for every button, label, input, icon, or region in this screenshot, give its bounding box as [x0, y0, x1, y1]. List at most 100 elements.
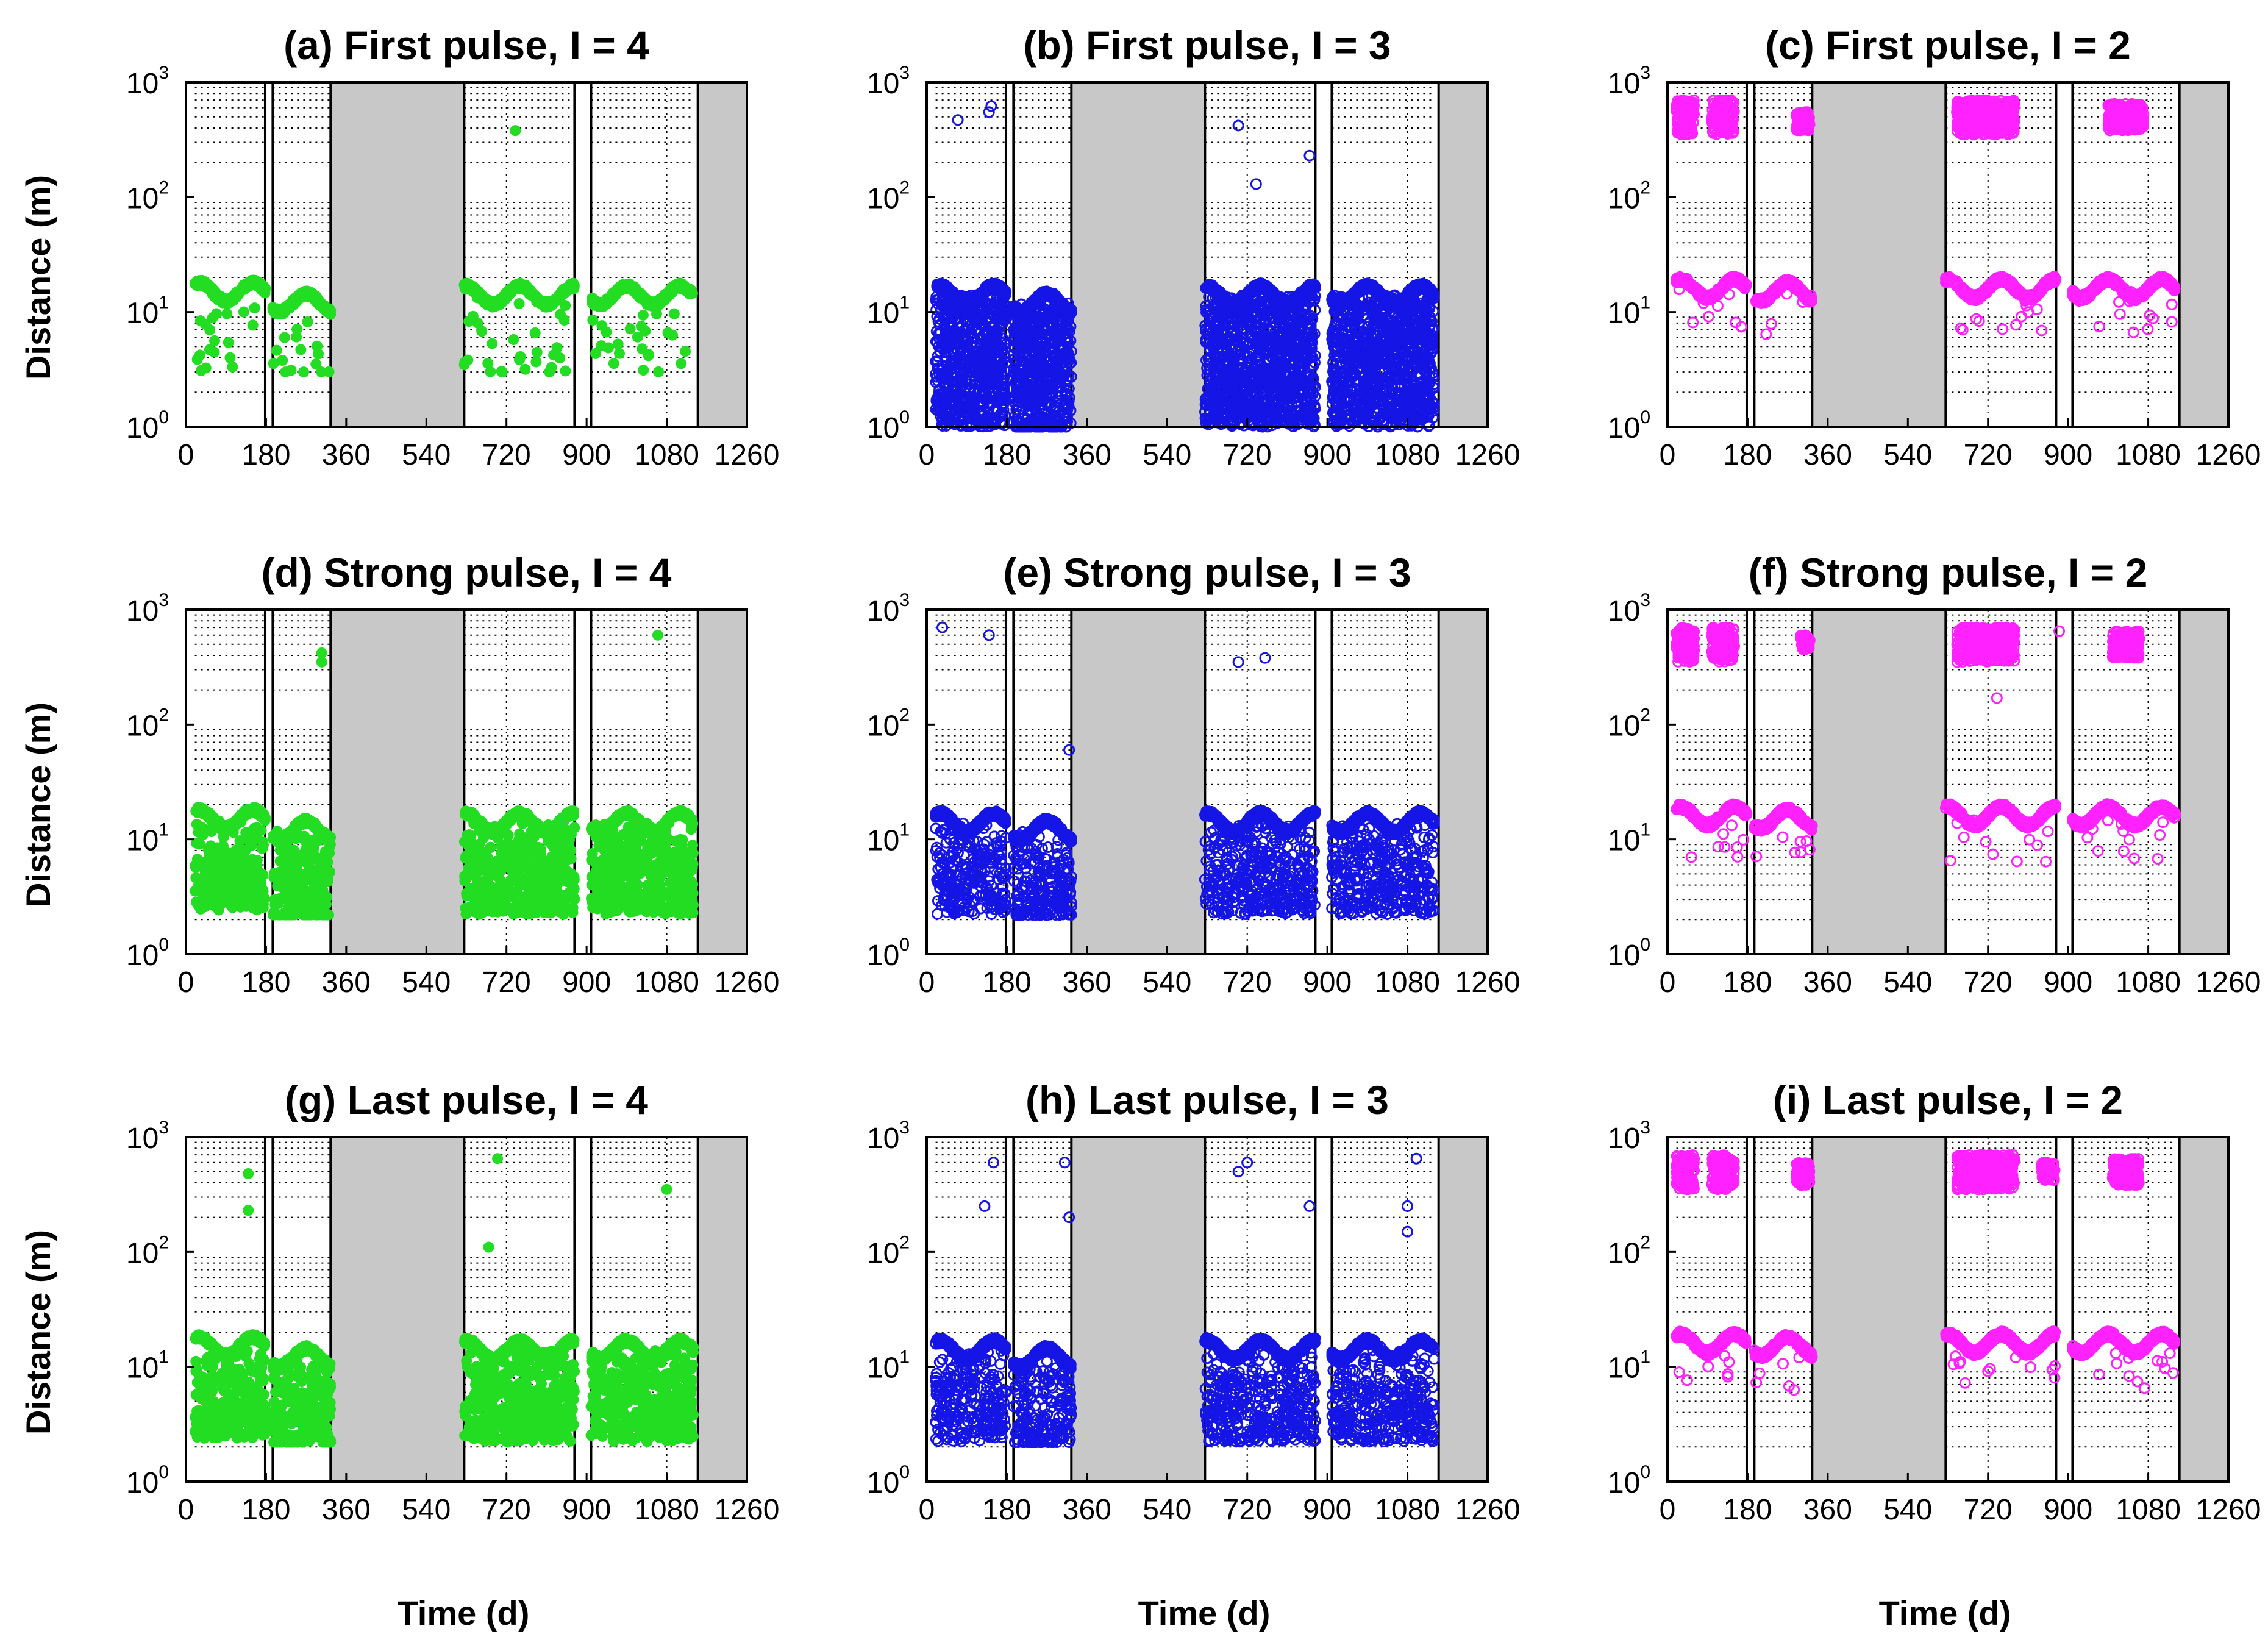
data-point — [279, 332, 290, 343]
data-point — [522, 285, 534, 296]
data-point — [195, 365, 207, 376]
data-point — [487, 338, 498, 349]
y-tick-label: 101 — [126, 293, 169, 330]
data-point — [283, 299, 294, 311]
data-point — [653, 366, 665, 377]
data-point — [321, 304, 333, 316]
panel-b: 0 180 360 540 720 900 1080 1260100101102103(b) … — [867, 23, 1520, 471]
data-point — [590, 348, 601, 359]
data-point — [587, 315, 599, 326]
data-point — [259, 282, 271, 294]
x-tick-label: 1080 — [634, 439, 699, 471]
data-point — [637, 309, 649, 321]
data-point — [209, 335, 220, 346]
panel-a: 0 180 360 540 720 900 1080 1260100101102103(a) … — [126, 23, 779, 471]
data-point — [271, 344, 282, 356]
data-point — [215, 293, 226, 304]
data-point — [596, 320, 608, 332]
data-point — [610, 286, 622, 298]
data-point — [519, 363, 531, 375]
data-point — [563, 281, 575, 293]
data-point — [295, 344, 307, 355]
data-point — [247, 319, 259, 331]
data-point — [476, 326, 488, 337]
data-point — [587, 293, 598, 304]
data-point — [277, 355, 288, 366]
data-point — [462, 277, 474, 289]
data-point — [280, 366, 291, 378]
gap-region-b-0 — [1071, 82, 1205, 427]
data-point — [302, 316, 313, 328]
data-point — [632, 331, 643, 343]
data-point — [508, 334, 519, 346]
data-point — [546, 362, 557, 373]
data-point — [674, 278, 686, 290]
data-point — [529, 327, 541, 338]
data-point — [643, 350, 654, 362]
data-point — [513, 298, 525, 309]
data-point — [515, 351, 526, 362]
data-point — [458, 359, 470, 371]
data-point — [612, 338, 624, 350]
data-point — [276, 308, 288, 319]
panel-title-a: (a) First pulse, I = 4 — [284, 23, 649, 68]
data-point — [602, 342, 614, 354]
data-point — [530, 292, 542, 304]
data-point — [298, 366, 310, 378]
data-point — [194, 349, 205, 361]
x-tick-label: 720 — [482, 439, 531, 471]
points-a — [189, 125, 698, 378]
data-point — [238, 306, 249, 318]
data-point — [560, 300, 571, 312]
data-point — [472, 292, 483, 304]
x-tick-label: 180 — [241, 439, 290, 471]
data-point — [485, 366, 496, 377]
data-point — [636, 291, 647, 302]
data-point — [668, 308, 680, 319]
x-tick-label: 900 — [562, 439, 611, 471]
data-point — [472, 317, 483, 329]
data-point — [313, 348, 324, 360]
data-point — [560, 365, 571, 377]
data-point — [209, 346, 220, 358]
data-point — [310, 358, 322, 370]
data-point — [613, 348, 625, 359]
data-point — [608, 358, 619, 369]
data-point — [227, 293, 239, 304]
data-point — [680, 346, 691, 357]
data-point — [207, 312, 218, 324]
data-point — [530, 356, 542, 368]
data-point — [651, 308, 662, 319]
data-point — [291, 291, 303, 302]
data-point — [191, 279, 202, 291]
gap-region-b-1 — [1438, 82, 1488, 427]
data-point — [221, 308, 233, 319]
data-point — [667, 329, 679, 341]
panels-group: 0 180 360 540 720 900 1080 1260100101102103(a) … — [126, 23, 2261, 1526]
data-point — [223, 337, 234, 348]
data-point — [531, 346, 543, 358]
data-point — [249, 302, 260, 314]
data-point — [199, 318, 211, 330]
data-point — [268, 358, 279, 369]
data-point — [638, 365, 649, 376]
gap-region-a-0 — [330, 82, 465, 427]
y-tick-label: 102 — [126, 177, 169, 215]
data-point — [291, 324, 303, 335]
x-tick-label: 0 — [178, 439, 194, 471]
x-tick-label: 540 — [402, 439, 451, 471]
data-point — [463, 316, 475, 327]
data-point — [548, 349, 560, 361]
data-point — [316, 366, 327, 378]
campaign-grid-a-3 — [591, 82, 694, 427]
data-point — [205, 282, 216, 293]
y-tick-label: 100 — [126, 407, 169, 444]
data-point — [482, 357, 494, 369]
y-tick-label: 103 — [126, 63, 169, 100]
outlier-point — [510, 125, 521, 137]
data-point — [496, 366, 508, 378]
data-point — [224, 352, 236, 363]
x-tick-label: 360 — [322, 439, 371, 471]
data-point — [676, 358, 687, 369]
